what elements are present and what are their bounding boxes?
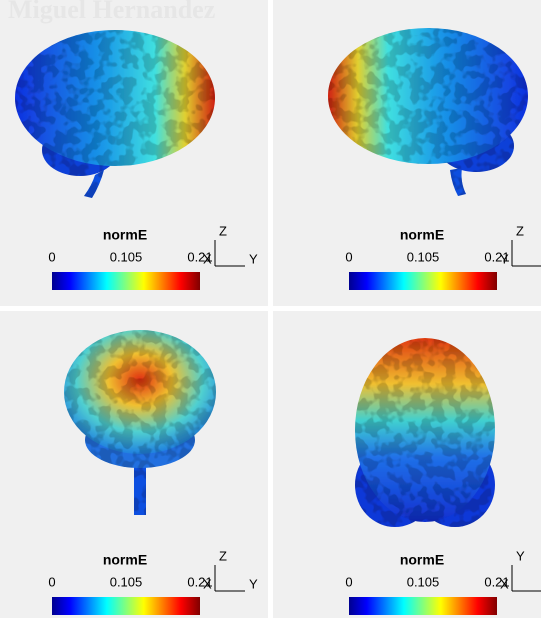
axis-label: Z bbox=[219, 223, 227, 238]
colorbar-tick-label: 0 bbox=[345, 249, 352, 264]
colorbar-title: normE bbox=[400, 227, 444, 243]
colorbar bbox=[52, 272, 200, 290]
axis-label: Y bbox=[249, 251, 258, 266]
colorbar-tick-label: 0 bbox=[48, 249, 55, 264]
watermark: Miguel Hernandez bbox=[8, 0, 215, 24]
axis-label: Y bbox=[500, 251, 509, 266]
colorbar-title: normE bbox=[400, 552, 444, 568]
colorbar-title: normE bbox=[103, 552, 147, 568]
colorbar bbox=[349, 272, 497, 290]
axis-label: Y bbox=[249, 576, 258, 591]
colorbar-tick-label: 0.105 bbox=[407, 249, 440, 264]
colorbar-title: normE bbox=[103, 227, 147, 243]
figure: Miguel Hernandez normE00.1050.21ZXYnormE… bbox=[0, 0, 541, 618]
axis-label: Z bbox=[219, 548, 227, 563]
axis-label: Y bbox=[516, 548, 525, 563]
axis-label: Z bbox=[516, 223, 524, 238]
brain-top bbox=[355, 338, 495, 527]
colorbar-tick-label: 0 bbox=[345, 574, 352, 589]
colorbar-tick-label: 0.105 bbox=[407, 574, 440, 589]
axis-label: X bbox=[203, 576, 212, 591]
colorbar bbox=[52, 597, 200, 615]
colorbar-tick-label: 0.105 bbox=[110, 574, 143, 589]
axis-label: X bbox=[500, 576, 509, 591]
colorbar-tick-label: 0.105 bbox=[110, 249, 143, 264]
colorbar-tick-label: 0 bbox=[48, 574, 55, 589]
colorbar bbox=[349, 597, 497, 615]
axis-label: X bbox=[203, 251, 212, 266]
